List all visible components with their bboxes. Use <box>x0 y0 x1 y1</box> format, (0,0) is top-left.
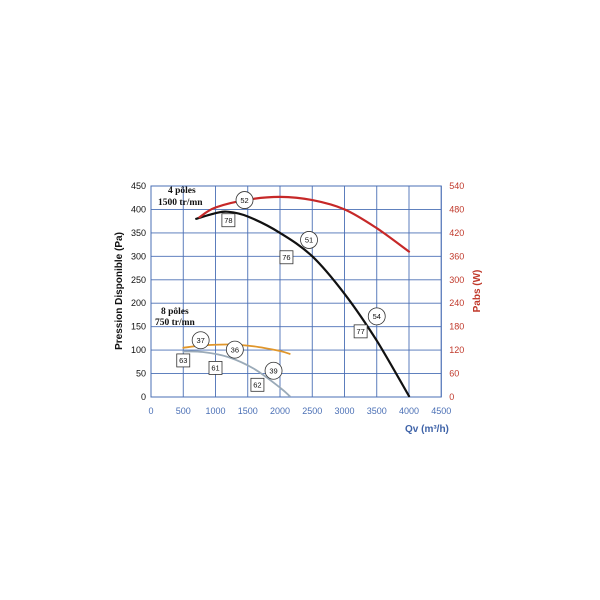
plot-frame <box>150 185 442 398</box>
x-tick-label: 4500 <box>431 406 451 416</box>
annotation-circle-label: 51 <box>305 236 313 245</box>
annotation-circle <box>264 361 283 380</box>
y-tick-label-left: 100 <box>131 345 146 355</box>
annotation-circle-label: 39 <box>269 366 277 375</box>
y-tick-label-right: 120 <box>449 345 464 355</box>
y-tick-label-right: 360 <box>449 251 464 261</box>
annotation-circle <box>225 340 244 359</box>
y-tick-label-left: 400 <box>131 204 146 214</box>
annotation-circle-label: 54 <box>373 312 381 321</box>
series-8p-pressure <box>182 350 291 397</box>
annotation-box-label: 63 <box>179 356 187 365</box>
y-tick-label-right: 420 <box>449 228 464 238</box>
annotation-box-label: 78 <box>224 216 232 225</box>
group-label-8p-line2: 750 tr/mn <box>155 318 196 328</box>
grid <box>150 185 442 398</box>
y-tick-label-right: 540 <box>449 181 464 191</box>
y-axis-right-title: Pabs (W) <box>472 270 483 313</box>
curves <box>182 195 411 398</box>
annotation-circle-label: 36 <box>231 345 239 354</box>
group-label-4p-line2: 1500 tr/mn <box>158 198 203 208</box>
x-tick-label: 1500 <box>238 406 258 416</box>
y-tick-label-left: 450 <box>131 181 146 191</box>
y-tick-label-right: 480 <box>449 204 464 214</box>
annotations: 52 51 54 37 36 39 78 76 77 63 61 62 <box>176 191 386 392</box>
annotation-circle <box>191 331 210 350</box>
annotation-circle-label: 37 <box>196 336 204 345</box>
series-4p-pressure <box>195 210 411 398</box>
axes: 0 500 1000 1500 2000 2500 3000 3500 4000 45000501… <box>131 181 464 416</box>
x-tick-label: 2500 <box>302 406 322 416</box>
x-tick-label: 2000 <box>270 406 290 416</box>
y-tick-label-right: 180 <box>449 322 464 332</box>
annotation-box-label: 62 <box>253 381 261 390</box>
y-tick-label-left: 0 <box>141 392 146 402</box>
group-label-4p-line1: 4 pôles <box>168 186 196 196</box>
x-tick-label: 3000 <box>334 406 354 416</box>
annotation-box <box>221 213 236 228</box>
annotation-box <box>353 324 368 339</box>
y-tick-label-right: 300 <box>449 275 464 285</box>
annotation-box-label: 61 <box>211 364 219 373</box>
y-tick-label-left: 150 <box>131 322 146 332</box>
x-tick-label: 0 <box>148 406 153 416</box>
y-tick-label-right: 60 <box>449 369 459 379</box>
annotation-box <box>279 250 294 265</box>
annotation-circle <box>300 231 318 249</box>
series-4p-power <box>198 195 411 253</box>
y-tick-label-right: 0 <box>449 392 454 402</box>
group-label-8p-line1: 8 pôles <box>161 307 189 317</box>
annotation-box-label: 77 <box>356 327 364 336</box>
y-axis-left-title: Pression Disponible (Pa) <box>114 232 125 350</box>
annotation-circle <box>367 307 386 326</box>
y-tick-label-left: 300 <box>131 251 146 261</box>
annotation-box-label: 76 <box>282 253 290 262</box>
x-tick-label: 1000 <box>205 406 225 416</box>
x-axis-title: Qv (m³/h) <box>405 424 449 435</box>
y-tick-label-left: 250 <box>131 275 146 285</box>
x-tick-label: 3500 <box>367 406 387 416</box>
x-tick-label: 4000 <box>399 406 419 416</box>
x-tick-label: 500 <box>176 406 191 416</box>
annotation-box <box>208 361 223 375</box>
y-tick-label-left: 350 <box>131 228 146 238</box>
annotation-box <box>250 377 265 392</box>
annotation-circle <box>235 191 254 209</box>
y-tick-label-left: 50 <box>136 369 146 379</box>
annotation-circle-label: 52 <box>240 196 248 205</box>
annotation-box <box>176 353 191 368</box>
y-tick-label-right: 240 <box>449 298 464 308</box>
y-tick-label-left: 200 <box>131 298 146 308</box>
